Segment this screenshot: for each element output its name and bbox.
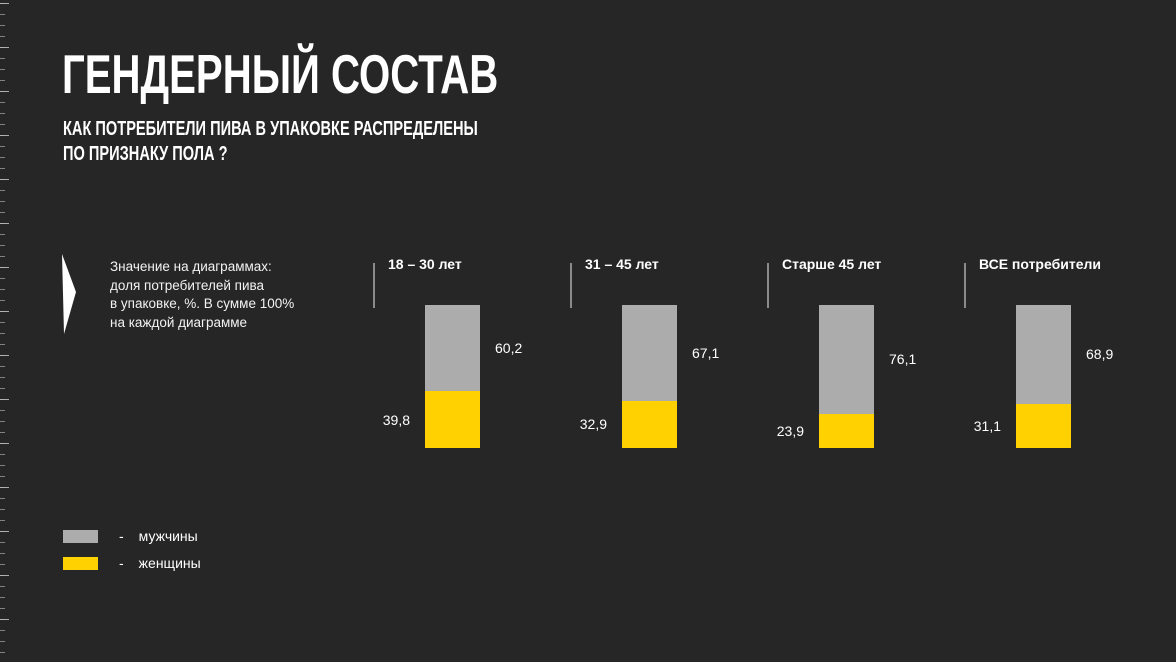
page-title: ГЕНДЕРНЫЙ СОСТАВ: [62, 43, 499, 105]
legend-label-men: мужчины: [138, 528, 198, 544]
legend-swatch-women: [63, 556, 98, 570]
bar-segment-women: [819, 413, 874, 448]
value-label-women: 39,8: [382, 411, 410, 428]
section-divider: [373, 263, 375, 308]
legend-item-women: - женщины: [63, 555, 201, 571]
chart-age-18-30: 18 – 30 лет 60,2 39,8: [373, 250, 570, 460]
chart-age-31-45: 31 – 45 лет 67,1 32,9: [570, 250, 767, 460]
page-subtitle: КАК ПОТРЕБИТЕЛИ ПИВА В УПАКОВКЕ РАСПРЕДЕ…: [63, 118, 478, 165]
value-label-women: 23,9: [776, 422, 804, 439]
ruler-long-ticks: [0, 3, 9, 662]
chart-title: 31 – 45 лет: [585, 256, 659, 272]
section-divider: [570, 263, 572, 308]
legend-dash: -: [119, 528, 124, 544]
value-label-women: 32,9: [579, 416, 607, 433]
stacked-bar: [622, 305, 677, 448]
bar-segment-men: [1016, 305, 1071, 404]
bar-segment-women: [425, 391, 480, 448]
chart-title: Старше 45 лет: [782, 256, 882, 272]
legend-label-women: женщины: [138, 555, 201, 571]
value-label-men: 67,1: [692, 344, 720, 361]
legend-dash: -: [119, 555, 124, 571]
bar-segment-men: [819, 305, 874, 414]
value-label-men: 76,1: [889, 351, 917, 368]
chart-age-over-45: Старше 45 лет 76,1 23,9: [767, 250, 964, 460]
value-label-men: 60,2: [495, 340, 523, 357]
chart-title: ВСЕ потребители: [979, 256, 1101, 272]
stacked-bar: [425, 305, 480, 448]
stacked-bar: [1016, 305, 1071, 448]
legend-swatch-men: [63, 529, 98, 543]
chart-all-consumers: ВСЕ потребители 68,9 31,1: [964, 250, 1161, 460]
ruler-ticks: [0, 0, 10, 662]
legend-item-men: - мужчины: [63, 528, 201, 544]
section-divider: [964, 263, 966, 308]
bar-segment-men: [425, 305, 480, 392]
bar-segment-men: [622, 305, 677, 401]
section-divider: [767, 263, 769, 308]
legend: - мужчины - женщины: [63, 528, 201, 583]
chart-title: 18 – 30 лет: [388, 256, 462, 272]
value-label-men: 68,9: [1086, 346, 1114, 363]
arrow-icon: [62, 254, 76, 334]
chart-note: Значение на диаграммах: доля потребителе…: [110, 259, 295, 330]
charts-area: 18 – 30 лет 60,2 39,8 31 – 45 лет 67,1 3…: [0, 250, 1176, 460]
bar-segment-women: [1016, 403, 1071, 448]
bar-segment-women: [622, 400, 677, 448]
value-label-women: 31,1: [973, 417, 1001, 434]
stacked-bar: [819, 305, 874, 448]
